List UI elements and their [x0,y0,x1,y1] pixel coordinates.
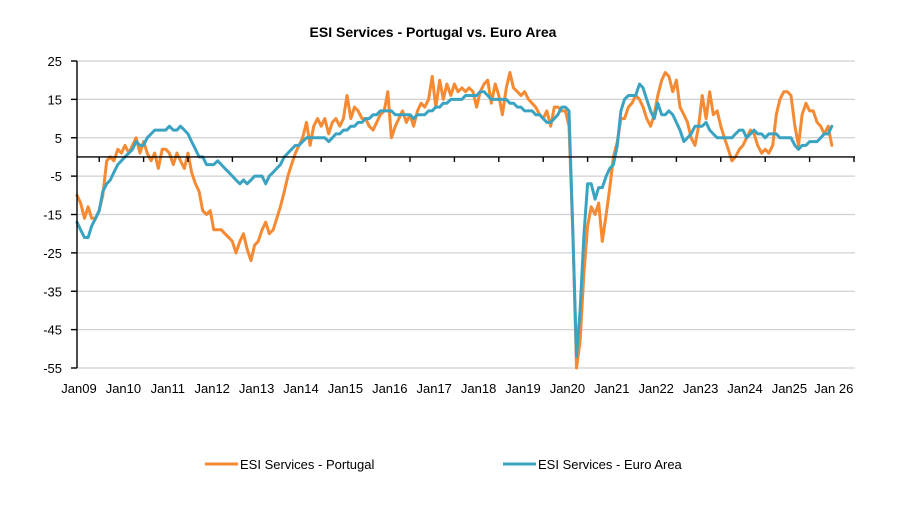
x-tick-label: Jan16 [372,381,407,396]
y-tick-label: -45 [43,323,62,338]
y-tick-label: 25 [48,54,62,69]
y-tick-label: -5 [50,169,62,184]
y-tick-label: -15 [43,208,62,223]
legend: ESI Services - Portugal ESI Services - E… [205,457,683,472]
y-tick-label: 15 [48,92,62,107]
legend-item-euro-area[interactable]: ESI Services - Euro Area [503,457,683,472]
legend-item-portugal[interactable]: ESI Services - Portugal [205,457,374,472]
x-tick-label: Jan15 [328,381,363,396]
x-tick-label: Jan23 [683,381,718,396]
x-tick-label: Jan 26 [814,381,853,396]
x-tick-label: Jan25 [772,381,807,396]
x-tick-label: Jan10 [106,381,141,396]
x-tick-label: Jan13 [239,381,274,396]
gridlines [77,60,855,369]
legend-label-euro-area: ESI Services - Euro Area [538,457,683,472]
axes [71,60,855,369]
chart-title: ESI Services - Portugal vs. Euro Area [310,24,557,40]
x-tick-label: Jan09 [61,381,96,396]
y-tick-label: -55 [43,361,62,376]
x-tick-label: Jan11 [151,381,185,396]
x-tick-label: Jan24 [727,381,762,396]
y-tick-label: -25 [43,246,62,261]
x-tick-label: Jan18 [461,381,496,396]
x-tick-label: Jan12 [194,381,229,396]
y-tick-label: -35 [43,284,62,299]
legend-label-portugal: ESI Services - Portugal [240,457,374,472]
y-axis-tick-labels: 25 15 5 -5 -15 -25 -35 -45 -55 [43,54,62,376]
x-axis-tick-labels: Jan09 Jan10 Jan11 Jan12 Jan13 Jan14 Jan15 Jan16… [61,381,853,396]
x-tick-label: Jan17 [416,381,451,396]
series-line-euro-area [75,82,834,358]
x-tick-label: Jan21 [594,381,629,396]
x-tick-label: Jan14 [283,381,318,396]
x-tick-label: Jan22 [638,381,673,396]
series-line-portugal [75,71,834,370]
x-tick-label: Jan19 [505,381,540,396]
series-lines [75,71,834,370]
y-tick-label: 5 [55,131,62,146]
x-tick-label: Jan20 [550,381,585,396]
